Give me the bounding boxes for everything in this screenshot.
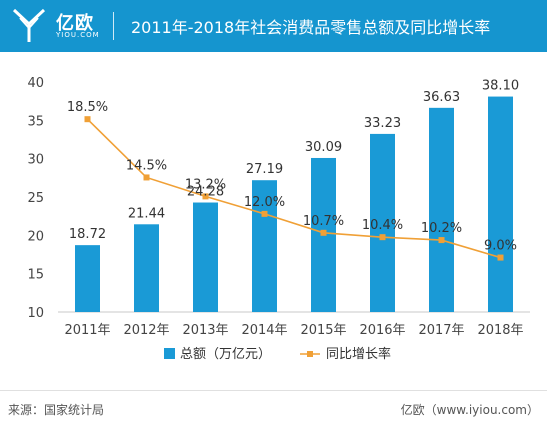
bar	[429, 107, 454, 312]
growth-line	[86, 118, 501, 259]
bar-value-label: 30.09	[305, 140, 342, 155]
growth-value-label: 10.4%	[362, 218, 403, 233]
x-tick-label: 2018年	[477, 323, 523, 338]
legend-line-marker	[307, 351, 313, 357]
legend-bar-label: 总额（万亿元）	[180, 347, 271, 362]
header-bar: 亿欧 YIOU.COM 2011年-2018年社会消费品零售总额及同比增长率	[0, 0, 547, 52]
growth-value-label: 14.5%	[126, 158, 167, 173]
bar	[488, 96, 513, 312]
growth-point	[143, 174, 150, 181]
chart-title: 2011年-2018年社会消费品零售总额及同比增长率	[131, 18, 491, 37]
growth-value-label: 12.0%	[244, 195, 285, 210]
growth-value-label: 13.2%	[185, 177, 226, 192]
yiou-logo-icon	[12, 8, 46, 42]
y-tick-label: 35	[27, 114, 44, 129]
growth-value-label: 10.7%	[303, 214, 344, 229]
legend-line-label: 同比增长率	[326, 346, 391, 362]
growth-point	[320, 229, 327, 236]
growth-point	[84, 116, 91, 123]
bar-value-label: 21.44	[128, 206, 165, 221]
growth-value-label: 9.0%	[484, 239, 517, 254]
bars-layer	[75, 96, 513, 312]
line-layer	[84, 116, 504, 261]
x-tick-label: 2015年	[300, 323, 346, 338]
y-tick-label: 25	[27, 191, 44, 206]
brand-name: 亿欧	[56, 13, 94, 34]
site-credit: 亿欧（www.iyiou.com）	[400, 403, 539, 417]
footer: 来源：国家统计局 亿欧（www.iyiou.com）	[0, 390, 547, 421]
bar-value-label: 33.23	[364, 116, 401, 131]
bar	[252, 180, 277, 312]
x-tick-label: 2016年	[359, 323, 405, 338]
brand-sub: YIOU.COM	[56, 31, 100, 39]
bar-value-label: 27.19	[246, 162, 283, 177]
bar-value-label: 24.28	[187, 185, 224, 200]
x-tick-label: 2013年	[182, 323, 228, 338]
x-tick-label: 2017年	[418, 323, 464, 338]
y-tick-label: 10	[27, 306, 44, 321]
x-tick-label: 2014年	[241, 323, 287, 338]
growth-value-label: 10.2%	[421, 221, 462, 236]
bar-value-label: 18.72	[69, 227, 106, 242]
growth-point	[261, 210, 268, 217]
growth-value-label: 18.5%	[67, 100, 108, 115]
bar	[370, 133, 395, 312]
labels-layer: 18.72 21.44 24.28 27.19 30.09 33.23 36.63 38.10…	[67, 79, 519, 254]
growth-point	[202, 193, 209, 200]
bar	[134, 224, 159, 312]
bar-value-label: 38.10	[482, 79, 519, 94]
source-note: 来源：国家统计局	[8, 403, 105, 417]
legend-bar-swatch	[164, 348, 175, 359]
bar-value-label: 36.63	[423, 90, 460, 105]
bar	[193, 202, 218, 312]
y-tick-label: 40	[27, 76, 44, 91]
chart-area: 10 15 20 25 30 35 40 2011年 2012年 2013年 2014年 2015年 2…	[27, 76, 530, 362]
growth-point	[379, 234, 386, 241]
growth-point	[497, 254, 504, 261]
growth-point	[438, 237, 445, 244]
x-tick-label: 2011年	[64, 323, 110, 338]
legend-layer: 总额（万亿元） 同比增长率	[164, 346, 391, 362]
y-tick-label: 15	[27, 268, 44, 283]
bar	[75, 245, 100, 312]
x-tick-label: 2012年	[123, 323, 169, 338]
y-tick-label: 30	[27, 153, 44, 168]
y-tick-label: 20	[27, 229, 44, 244]
header-divider	[113, 12, 114, 40]
